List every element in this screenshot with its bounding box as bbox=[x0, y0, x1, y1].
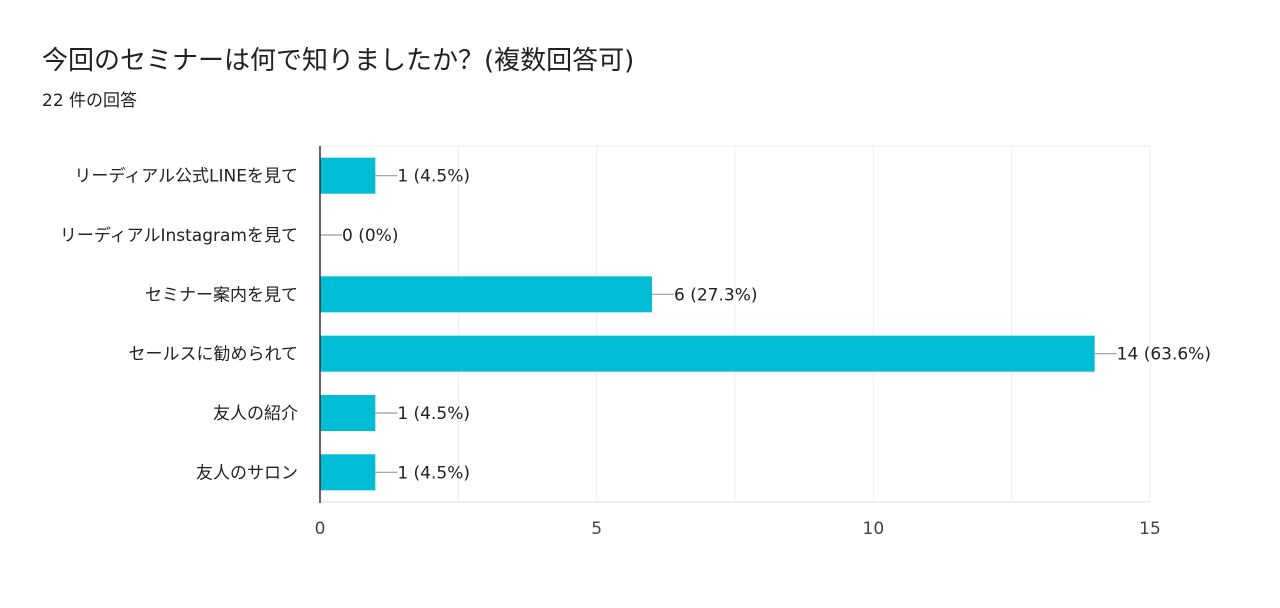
data-label: 14 (63.6%) bbox=[1117, 345, 1211, 365]
bar bbox=[320, 454, 376, 491]
chart-title: 今回のセミナーは何で知りましたか？(複数回答可) bbox=[42, 46, 635, 76]
x-tick-label: 15 bbox=[1139, 519, 1161, 539]
data-label: 6 (27.3%) bbox=[674, 285, 758, 305]
bar bbox=[320, 157, 376, 194]
bar bbox=[320, 395, 376, 431]
category-label: リーディアルInstagramを見て bbox=[60, 225, 298, 246]
x-tick-label: 0 bbox=[315, 519, 326, 539]
data-label: 1 (4.5%) bbox=[397, 463, 470, 483]
category-label: リーディアル公式LINEを見て bbox=[74, 166, 298, 187]
category-label: 友人の紹介 bbox=[213, 404, 298, 424]
x-tick-label: 5 bbox=[591, 519, 602, 539]
category-label: セミナー案内を見て bbox=[145, 285, 298, 305]
data-label: 0 (0%) bbox=[342, 226, 398, 246]
bar bbox=[320, 276, 652, 313]
data-label: 1 (4.5%) bbox=[397, 404, 470, 424]
category-label: セールスに勧められて bbox=[129, 345, 299, 365]
data-label: 1 (4.5%) bbox=[397, 167, 470, 187]
category-label: 友人のサロン bbox=[196, 463, 298, 483]
bar bbox=[320, 335, 1095, 372]
x-tick-label: 10 bbox=[863, 519, 885, 539]
response-count: 22 件の回答 bbox=[42, 91, 138, 111]
